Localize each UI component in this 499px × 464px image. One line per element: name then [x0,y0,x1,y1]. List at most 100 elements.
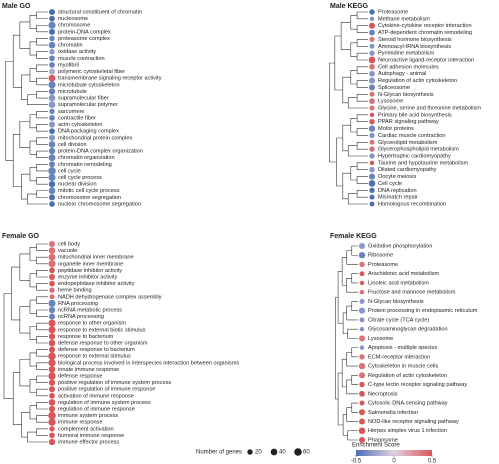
tree-branch [36,256,48,265]
term-dot [48,299,56,307]
tree-branch [21,74,30,101]
term-dot [49,294,55,300]
term-label: mitochondrial protein complex [58,135,133,141]
term-label: Proteasome [368,262,398,268]
term-label: polymeric cytoskeletal fiber [58,69,125,75]
tree-branch [21,173,30,200]
term-label: supramolecular polymer [58,102,118,108]
tree-branch [29,67,37,82]
size-legend-label: 60 [303,450,310,456]
term-label: immune effector process [58,439,119,445]
tree-branch [346,407,358,422]
tree-branch [36,270,48,278]
tree-branch [341,358,347,388]
term-dot [358,418,366,425]
term-label: Cytosolic DNA-sensing pathway [368,401,448,407]
term-dot [358,427,366,435]
term-dot [368,56,376,64]
term-label: cell division [58,142,87,148]
tree-branch [350,15,358,30]
tree-branch [356,128,368,136]
tree-branch [356,11,368,20]
tree-branch [347,145,368,157]
term-dot [49,115,55,121]
term-label: cell body [58,241,80,247]
term-dot [358,252,366,259]
term-dot [359,326,365,332]
tree-branch [351,375,358,385]
tree-branch [342,124,351,152]
tree-branch [356,162,368,171]
tree-branch [36,137,48,145]
tree-branch [329,62,337,163]
tree-branch [36,163,48,172]
term-label: Fructose and mannose metabolism [368,290,456,296]
tree-branch [356,176,368,184]
tree-branch [36,64,48,72]
tree-branch [346,278,358,293]
tree-branch [341,257,347,286]
term-dot [49,392,55,399]
term-label: proteasome complex [58,36,110,42]
term-dot [48,134,56,141]
tree-branch [356,66,368,75]
term-label: Glycine, serine and threonine metabolism [378,105,481,111]
tree-branch [350,165,358,181]
tree-branch [27,431,48,443]
term-label: chromatin remodeling [58,162,112,168]
term-dot [369,43,375,49]
term-label: nuclear division [58,182,97,188]
term-dot [49,280,55,287]
term-dot [48,68,56,75]
tree-branch [350,69,358,85]
term-label: enzyme inhibitor activity [58,274,118,280]
tree-branch [351,301,358,311]
term-label: Cell cycle [378,181,402,187]
term-dot [359,317,365,323]
panel-title: Female KEGG [330,233,377,240]
tree-branch [36,415,48,423]
tree-branch [356,52,368,61]
tree-branch [350,117,358,133]
term-dot [48,379,56,386]
tree-branch [36,111,48,119]
tree-branch [36,322,48,331]
term-label: response to external stimulus [58,354,131,360]
tree-branch [36,51,48,59]
term-label: cell cycle process [58,175,102,181]
tree-branch [29,352,37,367]
tree-branch [351,402,358,413]
term-label: Apoptosis - multiple species [368,345,438,351]
term-dot [369,153,375,159]
tree-branch [356,25,368,33]
term-label: contractile fiber [58,115,96,121]
tree-branch [36,336,48,344]
term-dot [48,313,56,320]
term-dot [359,381,365,388]
size-legend-dot [294,448,302,456]
term-dot [48,167,56,175]
term-dot [49,287,55,293]
term-dot [368,125,376,132]
tree-branch [36,388,48,397]
tree-branch [356,189,368,198]
tree-branch [3,293,14,399]
term-dot [358,436,366,444]
term-label: mitochondrial inner membrane [58,255,134,261]
tree-branch [356,39,368,47]
tree-branch [36,375,48,383]
term-dot [48,180,56,188]
tree-branch [36,77,48,86]
size-legend-dot [247,449,253,455]
tree-branch [29,114,37,129]
term-label: Arachidonic acid metabolism [368,271,440,277]
term-label: ncRNA processing [58,314,104,320]
tree-branch [36,38,48,46]
term-dot [369,105,375,111]
term-label: Linoleic acid metabolism [368,280,429,286]
tree-branch [29,247,37,261]
term-label: chromatin [58,43,83,49]
tree-branch [29,41,37,56]
term-label: RNA processing [58,301,98,307]
term-label: peptidase inhibitor activity [58,268,122,274]
